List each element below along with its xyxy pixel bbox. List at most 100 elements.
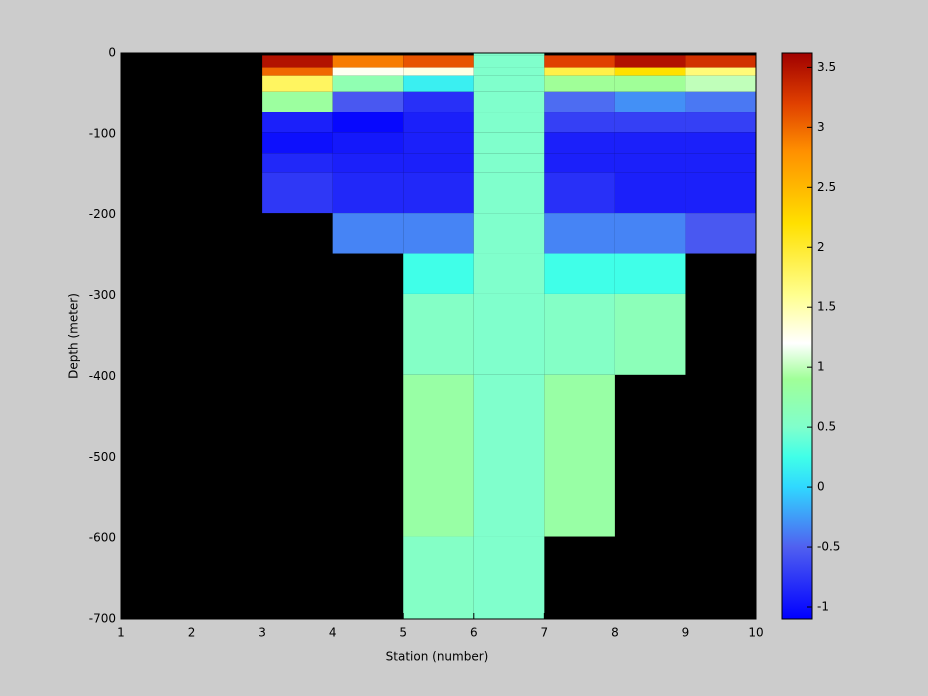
heatmap-cell <box>403 253 474 294</box>
heatmap-cell <box>614 253 686 294</box>
heatmap-cell <box>473 132 545 154</box>
x-tick-label: 1 <box>117 626 125 640</box>
colorbar-tick-label: 2 <box>817 240 825 254</box>
colorbar-tick-label: -0.5 <box>817 540 840 554</box>
heatmap-cell <box>403 153 474 173</box>
x-tick-label: 9 <box>682 626 690 640</box>
y-tick-label: -300 <box>89 288 116 302</box>
plot-frame <box>120 52 757 620</box>
heatmap-cell <box>544 293 615 375</box>
heatmap-cell <box>473 55 545 68</box>
heatmap-cell <box>332 172 404 214</box>
heatmap-cell <box>403 172 474 214</box>
heatmap-cell <box>473 75 545 92</box>
heatmap-cell <box>332 75 404 92</box>
x-axis-label: Station (number) <box>386 650 489 664</box>
y-tick-label: -600 <box>89 531 116 545</box>
heatmap-cell <box>403 536 474 619</box>
heatmap-cell <box>685 172 756 214</box>
x-tick-label: 3 <box>258 626 266 640</box>
y-tick-label: -200 <box>89 207 116 221</box>
heatmap-cell <box>544 55 615 68</box>
heatmap-cell <box>403 132 474 154</box>
heatmap-cell <box>473 91 545 113</box>
heatmap-cell <box>473 213 545 254</box>
heatmap-cell <box>332 112 404 133</box>
heatmap-cell <box>614 213 686 254</box>
heatmap-cell <box>262 67 333 76</box>
heatmap-cell <box>685 213 756 254</box>
heatmap-cell <box>403 55 474 68</box>
heatmap-cell <box>544 153 615 173</box>
x-tick-label: 5 <box>399 626 407 640</box>
heatmap-cell <box>685 67 756 76</box>
heatmap-cell <box>473 374 545 537</box>
heatmap-cell <box>403 374 474 537</box>
heatmap-cell <box>544 374 615 537</box>
x-tick-label: 6 <box>470 626 478 640</box>
heatmap-cell <box>544 91 615 113</box>
heatmap-cell <box>473 536 545 619</box>
y-tick-label: -700 <box>89 612 116 626</box>
heatmap-cell <box>332 153 404 173</box>
heatmap-cell <box>614 112 686 133</box>
heatmap-cell <box>332 132 404 154</box>
heatmap-cell <box>614 132 686 154</box>
heatmap-cell <box>332 91 404 113</box>
heatmap-cell <box>403 213 474 254</box>
heatmap-cell <box>473 153 545 173</box>
colorbar-tick-label: 0 <box>817 480 825 494</box>
heatmap-cell <box>403 75 474 92</box>
y-axis-label: Depth (meter) <box>67 293 81 379</box>
heatmap-cell <box>403 67 474 76</box>
heatmap-cell <box>473 172 545 214</box>
heatmap-cell <box>473 112 545 133</box>
heatmap-cell <box>332 213 404 254</box>
heatmap-cell <box>262 132 333 154</box>
heatmap-cell <box>685 132 756 154</box>
x-tick-label: 7 <box>541 626 549 640</box>
colorbar <box>781 52 813 620</box>
heatmap-cell <box>332 67 404 76</box>
y-tick-label: -400 <box>89 369 116 383</box>
x-tick-label: 8 <box>611 626 619 640</box>
heatmap-cell <box>614 91 686 113</box>
heatmap-cell <box>685 91 756 113</box>
heatmap-cell <box>403 293 474 375</box>
heatmap-cell <box>262 172 333 214</box>
heatmap-cell <box>544 132 615 154</box>
heatmap-cell <box>262 75 333 92</box>
heatmap-cell <box>262 91 333 113</box>
heatmap-cell <box>403 91 474 113</box>
heatmap-cell <box>685 112 756 133</box>
heatmap-cell <box>614 153 686 173</box>
heatmap-cell <box>544 253 615 294</box>
y-tick-label: 0 <box>108 46 116 60</box>
heatmap-cell <box>544 75 615 92</box>
heatmap-cell <box>473 253 545 294</box>
heatmap-cell <box>544 67 615 76</box>
colorbar-tick-label: -1 <box>817 600 829 614</box>
colorbar-tick-label: 3.5 <box>817 60 836 74</box>
heatmap-cell <box>544 213 615 254</box>
heatmap-cell <box>262 55 333 68</box>
heatmap-cell <box>262 112 333 133</box>
colorbar-tick-label: 3 <box>817 120 825 134</box>
heatmap-cell <box>685 153 756 173</box>
x-tick-label: 2 <box>188 626 196 640</box>
heatmap-cell <box>332 55 404 68</box>
heatmap-cell <box>544 172 615 214</box>
colorbar-tick-label: 2.5 <box>817 180 836 194</box>
heatmap-cell <box>614 293 686 375</box>
heatmap-cell <box>403 112 474 133</box>
y-tick-label: -100 <box>89 126 116 140</box>
heatmap-cell <box>473 53 545 56</box>
colorbar-tick-label: 1 <box>817 360 825 374</box>
heatmap-cell <box>614 172 686 214</box>
x-tick-label: 10 <box>748 626 763 640</box>
heatmap-cell <box>473 67 545 76</box>
colorbar-tick-label: 1.5 <box>817 300 836 314</box>
colorbar-tick-label: 0.5 <box>817 420 836 434</box>
heatmap-cell <box>614 55 686 68</box>
